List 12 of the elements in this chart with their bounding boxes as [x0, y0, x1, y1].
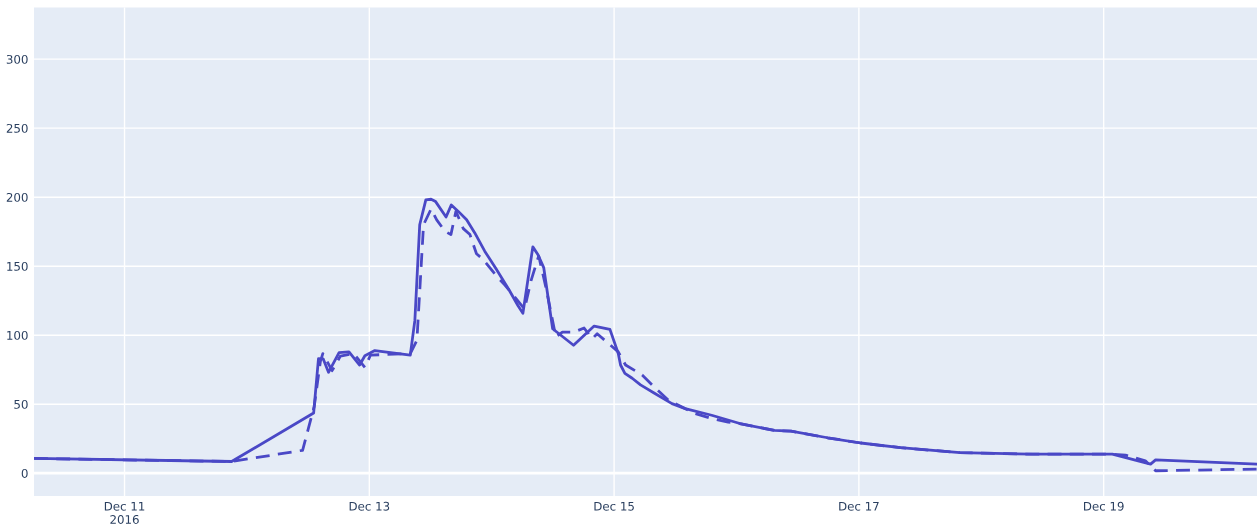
y-tick-label: 150 [7, 261, 28, 271]
x-tick-label: Dec 17 [839, 501, 879, 511]
x-tick-label: Dec 15 [594, 501, 634, 511]
y-tick-label: 200 [6, 192, 28, 202]
x-tick-label: Dec 11 2016 [104, 501, 145, 524]
x-tick-label: Dec 19 [1084, 501, 1124, 511]
y-tick-label: 250 [6, 123, 28, 133]
y-tick-label: 0 [21, 468, 28, 478]
y-tick-label: 300 [6, 54, 28, 64]
x-tick-label: Dec 13 [349, 501, 390, 511]
y-tick-label: 50 [14, 399, 28, 409]
y-tick-label: 100 [7, 330, 28, 340]
